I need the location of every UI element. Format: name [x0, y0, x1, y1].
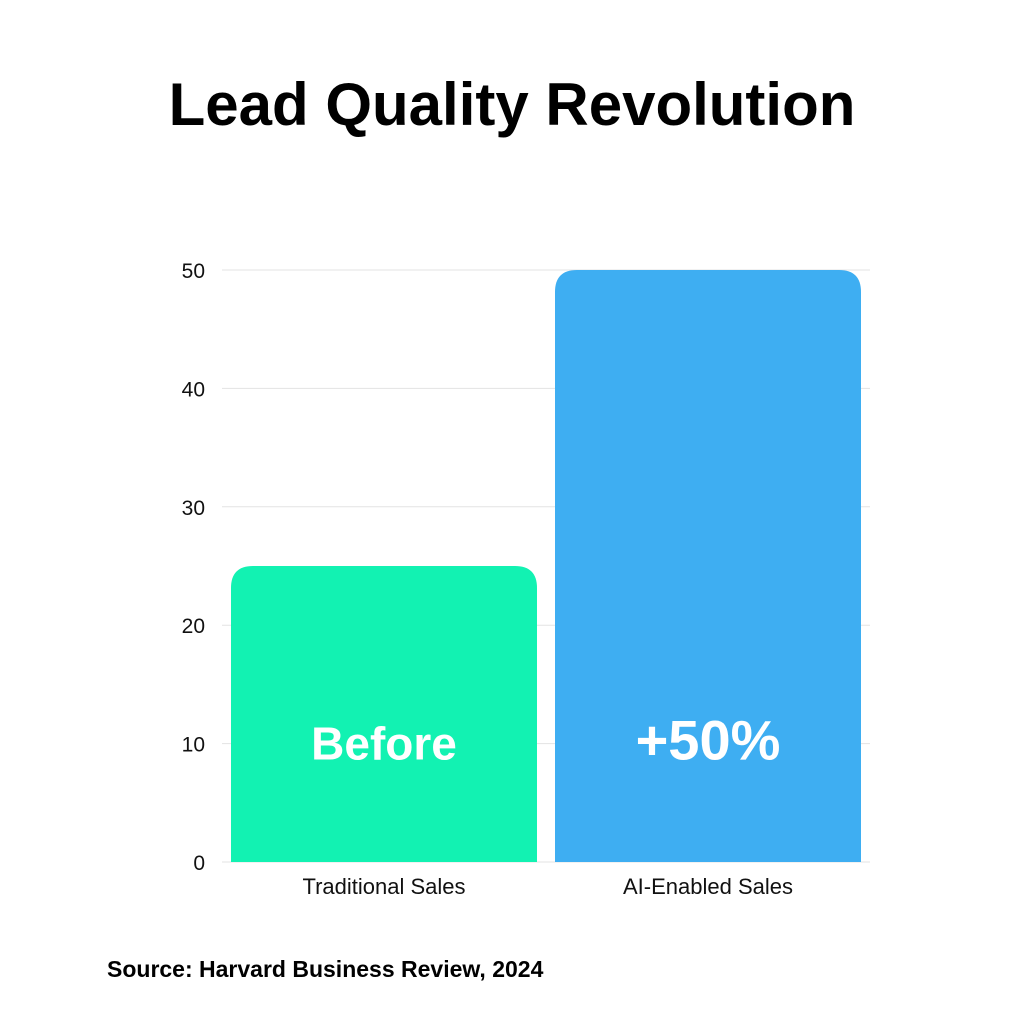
y-tick-label: 10 — [182, 734, 205, 757]
x-category-label: Traditional Sales — [302, 874, 465, 899]
x-axis-categories: Traditional Sales AI-Enabled Sales — [302, 874, 793, 899]
y-tick-label: 40 — [182, 378, 205, 401]
x-category-label: AI-Enabled Sales — [623, 874, 793, 899]
bar-ai-enabled-sales — [555, 270, 861, 862]
y-tick-label: 0 — [193, 852, 205, 875]
chart-title: Lead Quality Revolution — [168, 71, 856, 138]
y-tick-label: 20 — [182, 615, 205, 638]
y-tick-label: 30 — [182, 497, 205, 520]
bar-value-label: +50% — [636, 709, 781, 772]
bar-value-label: Before — [311, 718, 457, 770]
bar-traditional-sales — [231, 566, 537, 862]
bars: Before +50% — [231, 270, 861, 862]
y-axis-ticks: 0 10 20 30 40 50 — [182, 260, 205, 875]
y-tick-label: 50 — [182, 260, 205, 283]
source-note: Source: Harvard Business Review, 2024 — [107, 956, 544, 982]
